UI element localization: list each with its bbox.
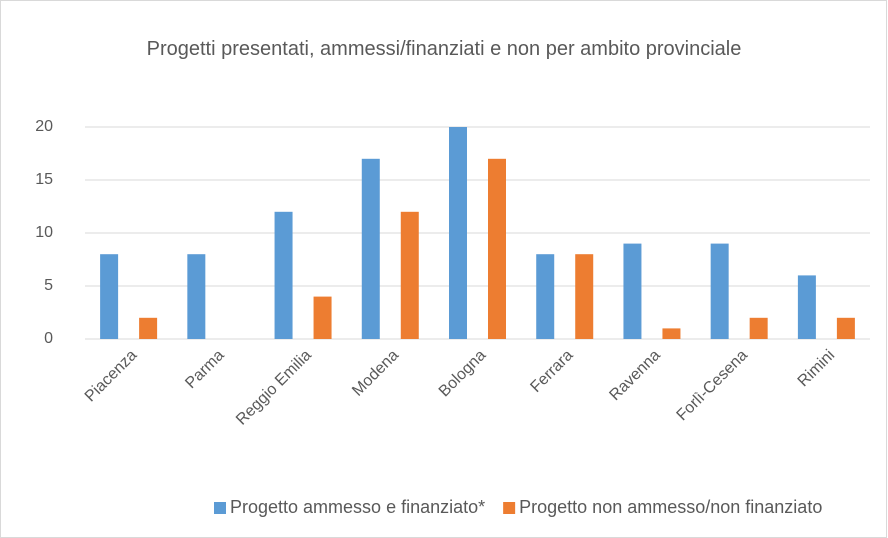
legend-text: Progetto non ammesso/non finanziato — [519, 497, 822, 517]
bar — [749, 317, 768, 339]
y-tick-label: 10 — [35, 224, 53, 241]
bar — [313, 296, 332, 339]
bar — [575, 254, 594, 339]
bar — [623, 243, 642, 339]
bar — [662, 328, 681, 339]
bar — [139, 317, 158, 339]
bar — [361, 158, 380, 339]
bar — [536, 254, 555, 339]
bar — [797, 275, 816, 339]
chart-title: Progetti presentati, ammessi/finanziati … — [146, 38, 742, 60]
bar — [449, 127, 467, 339]
legend-swatch — [214, 502, 226, 514]
legend-text: Progetto ammesso e finanziato* — [230, 497, 485, 517]
y-tick-label: 0 — [44, 330, 53, 347]
bar — [488, 158, 506, 339]
bar — [274, 211, 293, 339]
y-tick-label: 20 — [35, 118, 53, 135]
y-tick-label: 15 — [35, 171, 53, 188]
bar — [710, 243, 729, 339]
legend-swatch — [503, 502, 516, 514]
bar — [187, 254, 206, 339]
y-tick-label: 5 — [44, 277, 53, 294]
bar — [400, 211, 419, 339]
bar — [836, 317, 855, 339]
bar — [100, 254, 119, 339]
